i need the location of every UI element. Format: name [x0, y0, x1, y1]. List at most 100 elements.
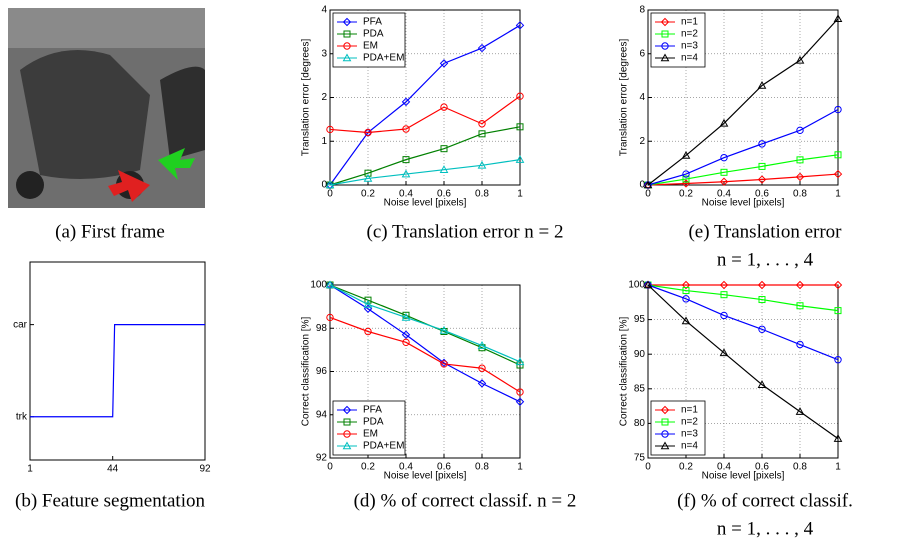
x-tick-label: 1 [517, 189, 523, 200]
series-line [647, 154, 839, 186]
series-line [647, 173, 839, 186]
legend-label: PDA+EM [363, 53, 404, 64]
legend-marker [661, 30, 669, 38]
marker [402, 156, 410, 164]
legend-marker [661, 430, 669, 438]
legend-marker [660, 405, 670, 415]
marker [439, 325, 449, 334]
y-tick-label: 2 [321, 92, 327, 103]
caption: n = 1, . . . , 4 [717, 249, 814, 270]
x-tick-label: 0 [645, 189, 651, 200]
marker [325, 280, 335, 289]
marker [795, 172, 805, 182]
marker [477, 341, 487, 349]
marker [757, 80, 767, 89]
marker [401, 330, 411, 339]
legend-marker [661, 42, 669, 50]
legend-marker [342, 17, 352, 27]
series-line [329, 95, 521, 134]
marker [796, 302, 804, 310]
x-tick-label: 1 [835, 189, 841, 200]
marker [478, 120, 486, 128]
marker [834, 105, 842, 114]
plot-frame [29, 261, 206, 461]
plot-frame [329, 284, 521, 459]
x-tick-label: 0.2 [361, 189, 375, 200]
legend-label: n=1 [681, 17, 698, 28]
marker [364, 296, 372, 304]
legend-marker [342, 53, 352, 62]
marker [402, 311, 410, 319]
marker [758, 140, 766, 148]
legend-label: EM [363, 41, 378, 52]
y-tick-label: 100 [310, 280, 327, 291]
x-tick-label: 1 [27, 464, 33, 475]
marker [833, 280, 843, 290]
y-tick-label: 8 [639, 5, 645, 16]
y-axis-label: Correct classification [%] [619, 317, 630, 427]
series-line [329, 24, 521, 186]
y-tick-label: car [13, 319, 28, 330]
marker [796, 340, 804, 349]
marker [440, 145, 448, 153]
x-tick-label: 0 [327, 189, 333, 200]
x-tick-label: 0.6 [437, 462, 451, 473]
series-line [329, 284, 521, 403]
legend-marker [343, 30, 351, 38]
series-line [329, 126, 521, 186]
marker [439, 59, 449, 68]
series-line [329, 159, 521, 186]
marker [833, 14, 843, 23]
marker [402, 125, 410, 133]
x-tick-label: 0.6 [755, 462, 769, 473]
caption: (a) First frame [55, 221, 165, 242]
legend-marker [342, 405, 352, 415]
marker [477, 43, 487, 53]
legend-marker [661, 418, 669, 426]
marker [364, 128, 372, 137]
legend-label: n=2 [681, 417, 698, 428]
y-tick-label: 1 [321, 136, 327, 147]
caption: (b) Feature segmentation [15, 490, 205, 511]
y-tick-label: 100 [628, 280, 645, 291]
y-tick-label: 4 [321, 5, 327, 16]
marker [516, 92, 524, 100]
series-line [647, 284, 839, 361]
legend-label: n=2 [681, 29, 698, 40]
legend-label: PFA [363, 17, 382, 28]
marker [720, 168, 728, 176]
legend-label: PDA+EM [363, 441, 404, 452]
y-tick-label: 75 [634, 453, 646, 464]
legend-label: n=3 [681, 429, 698, 440]
x-tick-label: 0.2 [679, 462, 693, 473]
marker [720, 311, 728, 320]
marker [682, 175, 690, 183]
marker [401, 97, 411, 107]
marker [796, 156, 804, 164]
legend-label: EM [363, 429, 378, 440]
x-tick-label: 0.2 [361, 462, 375, 473]
marker [834, 307, 842, 315]
marker [681, 150, 691, 159]
x-tick-label: 1 [835, 462, 841, 473]
marker [515, 155, 525, 163]
marker [401, 312, 411, 321]
series-line [329, 284, 521, 363]
y-tick-label: 90 [634, 349, 646, 360]
marker [477, 160, 487, 169]
marker [440, 103, 448, 111]
plot-frame [329, 9, 521, 186]
marker [515, 397, 525, 406]
caption: (f) % of correct classif. [677, 490, 853, 511]
x-axis-label: Noise level [pixels] [702, 471, 785, 482]
y-tick-label: 95 [634, 314, 646, 325]
marker [643, 180, 653, 189]
marker [682, 287, 690, 295]
marker [834, 151, 842, 159]
x-tick-label: 0.4 [717, 189, 731, 200]
legend-marker [660, 441, 670, 450]
series-line [647, 284, 839, 440]
marker [795, 280, 805, 290]
marker [401, 169, 411, 178]
